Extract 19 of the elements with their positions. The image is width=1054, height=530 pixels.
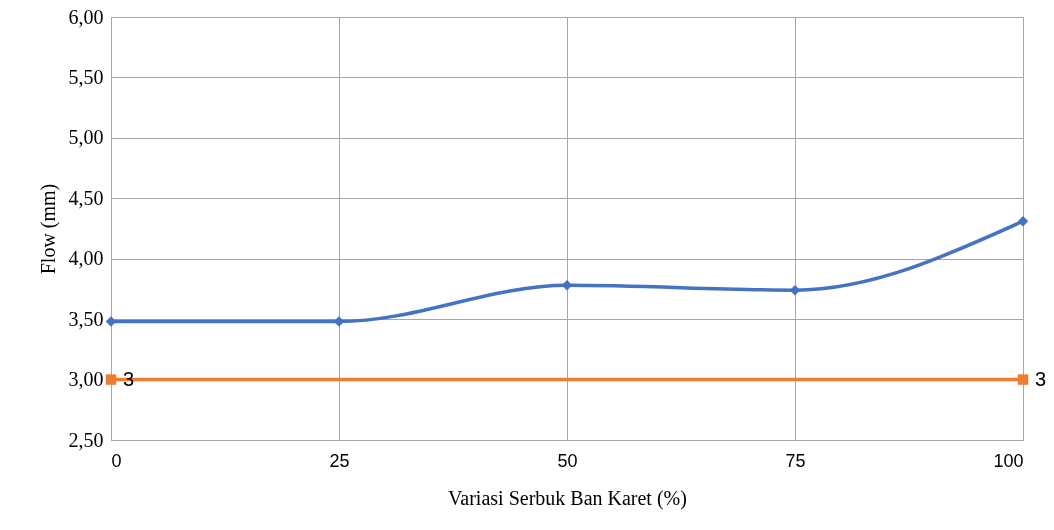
y-tick-label: 4,50 bbox=[68, 186, 104, 209]
y-tick-label: 2,50 bbox=[68, 428, 104, 451]
x-tick-label: 75 bbox=[785, 450, 806, 471]
point bbox=[105, 374, 117, 385]
y-tick-label: 4,00 bbox=[68, 247, 104, 270]
y-axis-title: Flow (mm) bbox=[36, 183, 60, 275]
point bbox=[1017, 374, 1029, 385]
point bbox=[1017, 216, 1029, 227]
x-axis-title: Variasi Serbuk Ban Karet (%) bbox=[448, 486, 687, 510]
y-tick-label: 5,50 bbox=[68, 65, 104, 88]
y-tick-label: 3,50 bbox=[68, 307, 104, 330]
x-tick-label: 50 bbox=[557, 450, 578, 471]
y-tick-label: 3,00 bbox=[68, 368, 104, 391]
x-tick-label: 25 bbox=[329, 450, 350, 471]
x-tick-label: 0 bbox=[111, 450, 122, 471]
data-label: 3 bbox=[1035, 367, 1047, 390]
y-tick-label: 6,00 bbox=[68, 5, 104, 28]
x-tick-label: 100 bbox=[993, 450, 1024, 471]
y-tick-label: 5,00 bbox=[68, 126, 104, 149]
